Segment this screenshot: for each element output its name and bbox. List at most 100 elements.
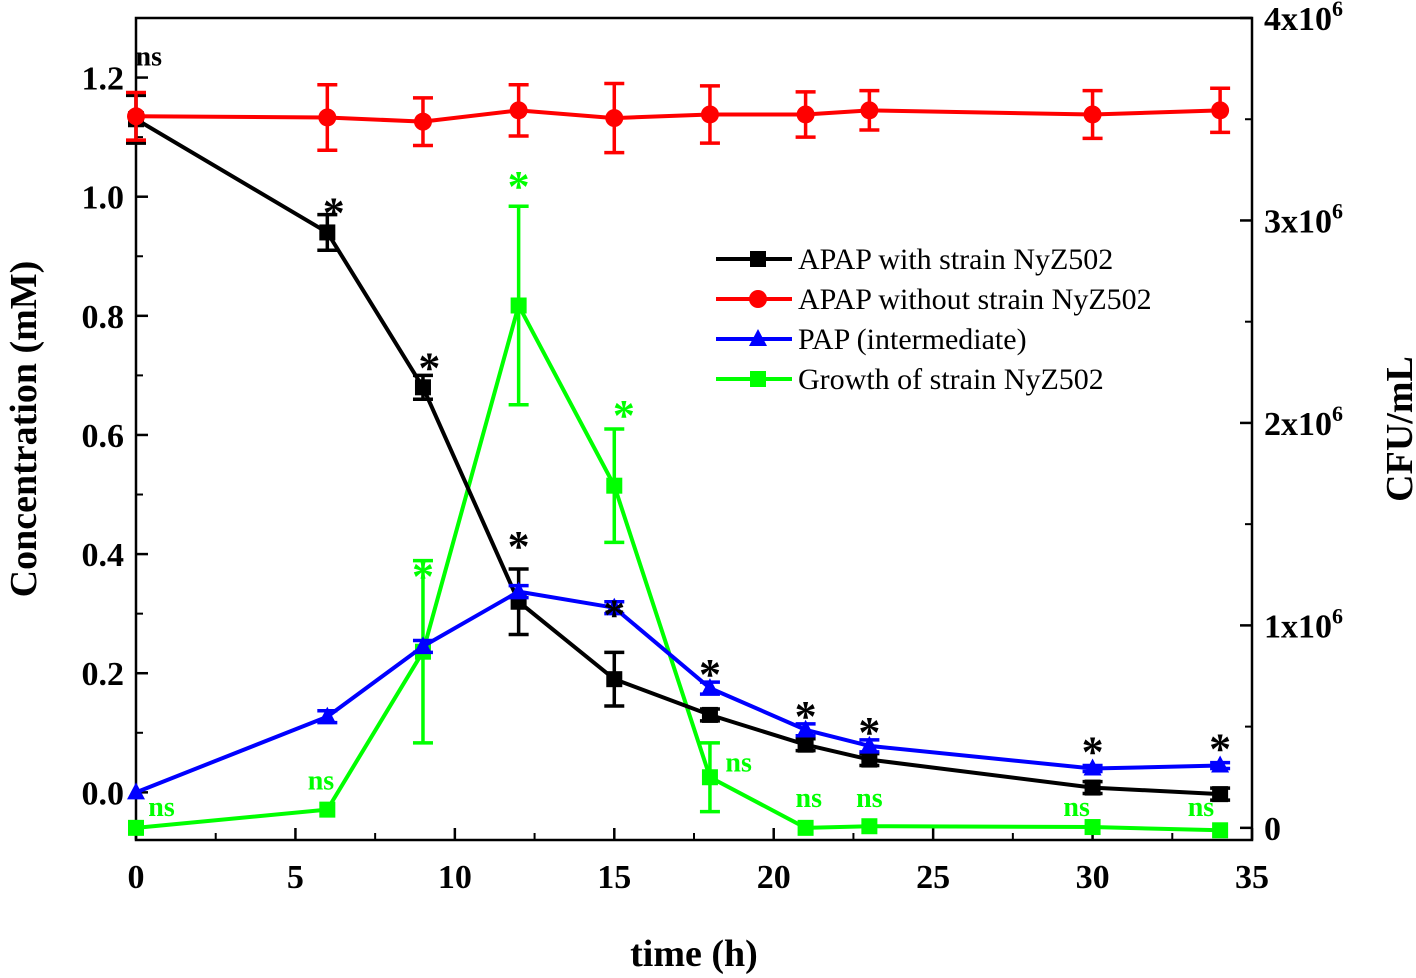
significance-star: *	[699, 650, 721, 699]
series	[126, 81, 1231, 839]
data-point	[509, 101, 528, 120]
legend-item: APAP without strain NyZ502	[716, 283, 1152, 316]
significance-ns: ns	[1188, 792, 1215, 823]
y2-tick-label: 4x106	[1264, 0, 1343, 38]
significance-star: *	[603, 591, 625, 640]
legend-item: PAP (intermediate)	[716, 323, 1027, 356]
data-point	[413, 112, 432, 131]
data-point	[860, 735, 879, 753]
y-tick-label: 1.0	[82, 180, 125, 217]
y2-tick-label: 2x106	[1264, 401, 1343, 443]
legend-label: Growth of strain NyZ502	[798, 363, 1104, 396]
significance-star: *	[613, 391, 635, 440]
legend-label: APAP with strain NyZ502	[798, 243, 1113, 276]
data-point	[701, 769, 718, 786]
series-line	[134, 117, 1221, 797]
data-point	[606, 477, 623, 494]
data-point	[413, 636, 432, 654]
data-point	[796, 105, 815, 124]
series-line	[135, 589, 1221, 795]
significance-star: *	[1209, 725, 1231, 774]
significance-star: *	[858, 708, 880, 757]
series-3	[128, 204, 1229, 839]
data-point	[414, 379, 431, 396]
data-point	[1084, 819, 1101, 836]
significance-ns: ns	[796, 783, 823, 814]
y2-tick-label: 0	[1264, 811, 1281, 848]
data-point	[319, 224, 336, 241]
significance-ns: ns	[856, 783, 883, 814]
significance-star: *	[1082, 728, 1104, 777]
y-tick-label: 0.6	[82, 418, 125, 455]
data-point	[605, 597, 624, 615]
legend-item: Growth of strain NyZ502	[716, 363, 1104, 396]
significance-star: *	[795, 692, 817, 741]
data-point	[318, 108, 337, 127]
y-axis-title: Concentration (mM)	[3, 261, 45, 598]
y-tick-label: 0.0	[82, 775, 125, 812]
data-point	[127, 782, 145, 800]
x-tick-label: 0	[128, 859, 145, 896]
data-point	[509, 581, 528, 599]
y2-tick-label: 1x106	[1264, 603, 1343, 645]
x-tick-label: 25	[916, 859, 950, 896]
data-point	[797, 736, 814, 753]
legend-item: APAP with strain NyZ502	[716, 243, 1113, 276]
legend: APAP with strain NyZ502 APAP without stra…	[716, 243, 1152, 396]
series-0	[126, 93, 1231, 803]
significance-ns: ns	[148, 792, 175, 823]
series-line	[135, 300, 1221, 833]
data-point	[127, 107, 145, 126]
series-1	[126, 81, 1231, 155]
series-2	[127, 581, 1231, 800]
y-tick-label: 0.2	[82, 656, 125, 693]
data-point	[606, 671, 623, 688]
data-point	[1211, 101, 1230, 120]
data-point	[319, 801, 336, 818]
significance-ns: ns	[136, 42, 163, 73]
data-point	[861, 751, 878, 768]
data-point	[861, 818, 878, 835]
significance-star: *	[508, 522, 530, 571]
data-point	[1212, 786, 1229, 803]
data-point	[510, 297, 527, 314]
data-point	[701, 706, 718, 723]
data-point	[797, 819, 814, 836]
plot-frame	[134, 16, 1254, 842]
data-point	[700, 678, 719, 696]
data-point	[1083, 758, 1102, 776]
x-axis-title: time (h)	[630, 933, 758, 975]
data-point	[749, 290, 767, 308]
data-point	[796, 719, 815, 737]
data-point	[749, 329, 767, 346]
data-point	[605, 109, 624, 128]
data-point	[318, 706, 337, 724]
y2-tick-label: 3x106	[1264, 198, 1343, 240]
y-tick-label: 0.8	[82, 299, 125, 336]
y-tick-label: 0.4	[82, 537, 125, 574]
data-point	[750, 371, 766, 387]
significance-ns: ns	[1063, 792, 1090, 823]
annotations: ns * * * * * * * * * * * * ns ns ns ns ns ns ns	[136, 42, 1232, 824]
significance-ns: ns	[725, 748, 752, 779]
significance-star: *	[418, 343, 440, 392]
data-point	[860, 101, 879, 120]
x-tick-label: 20	[757, 859, 791, 896]
legend-label: PAP (intermediate)	[798, 323, 1027, 356]
x-tick-label: 30	[1076, 859, 1110, 896]
series-line	[135, 108, 1221, 124]
x-tick-label: 15	[597, 859, 631, 896]
data-point	[1083, 105, 1102, 124]
y2-axis-title: CFU/mL	[1379, 356, 1416, 502]
data-point	[1211, 755, 1230, 773]
data-point	[1084, 779, 1101, 796]
x-tick-label: 10	[438, 859, 472, 896]
legend-label: APAP without strain NyZ502	[798, 283, 1152, 316]
data-point	[1212, 822, 1229, 839]
y-tick-label: 1.2	[82, 61, 125, 98]
x-tick-label: 5	[287, 859, 304, 896]
data-point	[128, 819, 144, 836]
significance-star: *	[508, 162, 530, 211]
data-point	[750, 251, 766, 267]
